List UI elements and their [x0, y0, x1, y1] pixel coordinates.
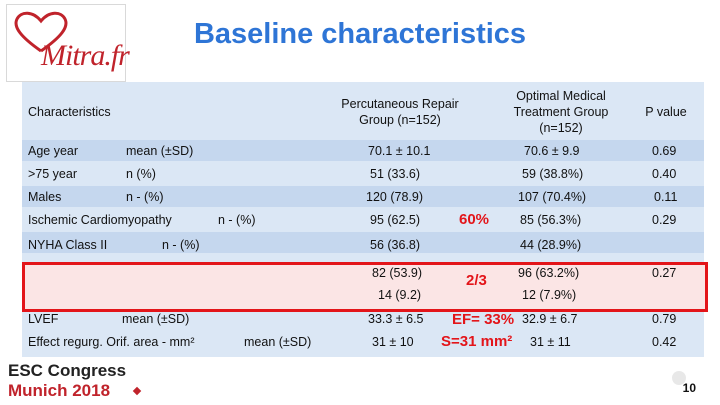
- p-value: 0.27: [652, 266, 677, 280]
- mitra-logo: Mitra.fr: [6, 4, 130, 82]
- pci-value: 95 (62.5): [370, 213, 421, 227]
- row-stripe: [22, 186, 704, 207]
- p-value: 0.11: [654, 190, 678, 204]
- row-stat: n - (%): [126, 190, 164, 204]
- pci-value: 51 (33.6): [370, 167, 421, 181]
- ischemic-annotation: 60%: [459, 211, 490, 228]
- row-stat: mean (±SD): [126, 144, 194, 158]
- p-value: 0.29: [652, 213, 677, 227]
- p-value: 0.79: [652, 312, 677, 326]
- page-number: 10: [682, 381, 696, 395]
- p-value: 0.42: [652, 335, 677, 349]
- row-stripe: [22, 232, 704, 253]
- p-value: 0.69: [652, 144, 677, 158]
- omt-value: 107 (70.4%): [518, 190, 587, 204]
- heart-logo-icon: [14, 11, 68, 53]
- row-stripe: [22, 140, 704, 161]
- logo-text: Mitra.fr: [41, 39, 130, 72]
- omt-value: 59 (38.8%): [522, 167, 584, 181]
- row-stat: mean (±SD): [122, 312, 190, 326]
- congress-name: ESC Congress: [8, 361, 127, 380]
- p-value: 0.40: [652, 167, 677, 181]
- header-p-value: P value: [645, 105, 687, 119]
- nyha-highlight-box: [22, 262, 708, 312]
- dot-icon: [132, 386, 142, 396]
- omt-value: 32.9 ± 6.7: [522, 312, 578, 326]
- congress-city: Munich 2018: [8, 381, 111, 400]
- row-stat: n (%): [126, 167, 156, 181]
- circle-icon: [672, 371, 686, 385]
- row-stat: mean (±SD): [244, 335, 312, 349]
- eroa-annotation: S=31 mm²: [441, 333, 513, 350]
- header-pci-group: Percutaneous Repair Group (n=152): [341, 97, 459, 127]
- pci-value: 82 (53.9): [372, 266, 423, 280]
- row-label: Males: [28, 190, 62, 204]
- header-characteristics: Characteristics: [28, 105, 111, 119]
- omt-value: 85 (56.3%): [520, 213, 582, 227]
- pci-value: 56 (36.8): [370, 238, 421, 252]
- omt-value: 70.6 ± 9.9: [524, 144, 580, 158]
- pci-value: 31 ± 10: [372, 335, 414, 349]
- header-omt-group: Optimal Medical Treatment Group (n=152): [513, 89, 609, 135]
- pci-value: 70.1 ± 10.1: [368, 144, 431, 158]
- pci-value: 33.3 ± 6.5: [368, 312, 424, 326]
- nyha-annotation: 2/3: [466, 272, 487, 289]
- row-label: NYHA Class II: [28, 238, 108, 252]
- omt-value: 44 (28.9%): [520, 238, 582, 252]
- slide-title: Baseline characteristics: [193, 18, 527, 50]
- ef-annotation: EF= 33%: [452, 311, 515, 328]
- row-stat: n - (%): [162, 238, 200, 252]
- row-label: Effect regurg. Orif. area - mm²: [28, 335, 195, 349]
- row-stat: n - (%): [218, 213, 256, 227]
- row-label: LVEF: [28, 312, 59, 326]
- row-label: Ischemic Cardiomyopathy: [28, 213, 172, 227]
- pci-value: 14 (9.2): [378, 288, 422, 302]
- row-label: >75 year: [28, 167, 77, 181]
- omt-value: 31 ± 11: [530, 335, 571, 349]
- pci-value: 120 (78.9): [366, 190, 423, 204]
- row-label: Age year: [28, 144, 79, 158]
- omt-value: 12 (7.9%): [522, 288, 577, 302]
- omt-value: 96 (63.2%): [518, 266, 580, 280]
